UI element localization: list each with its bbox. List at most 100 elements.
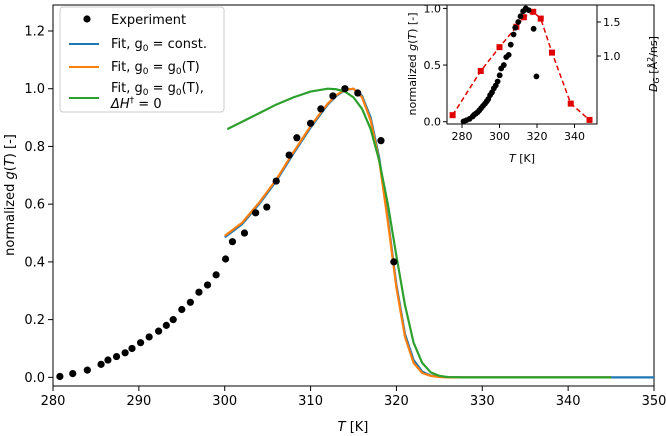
main-experiment-point <box>83 366 91 374</box>
main-experiment-point <box>390 258 398 266</box>
inset-g-point <box>505 51 512 58</box>
main-y-tick-label: 0.0 <box>24 371 45 386</box>
inset-g-point <box>496 72 503 79</box>
main-experiment-point <box>128 344 136 353</box>
inset-g-point <box>515 19 522 25</box>
main-line-fit-g0T <box>224 87 612 379</box>
main-x-tick-label: 300 <box>212 394 237 409</box>
inset-g-point <box>517 13 524 20</box>
inset-y-ticks-right: 1.0 1.5 <box>597 16 621 63</box>
inset-dg-marker <box>549 49 555 56</box>
legend: Experiment Fit, g0 = const. Fit, g0 = g0… <box>59 6 225 113</box>
legend-box <box>59 6 225 113</box>
main-x-axis-title-unit: [K] <box>346 420 369 435</box>
inset-dg-marker <box>520 14 527 21</box>
inset-g-point <box>512 24 519 31</box>
main-x-tick-label: 280 <box>41 394 66 409</box>
main-experiment-point <box>121 349 129 357</box>
inset-dg-line <box>451 10 590 121</box>
main-experiment-point <box>341 85 349 93</box>
main-experiment-point <box>69 369 77 378</box>
inset-g-point <box>507 41 514 48</box>
main-experiment-point <box>329 92 337 100</box>
main-x-tick-label: 330 <box>470 394 495 409</box>
main-x-tick-label: 340 <box>556 394 581 409</box>
inset-x-tick-label: 280 <box>452 130 473 143</box>
main-experiment-point <box>240 229 249 237</box>
inset-x-tick-label: 320 <box>527 130 548 143</box>
main-fit-lines <box>224 87 654 379</box>
main-y-tick-label: 0.2 <box>24 313 45 328</box>
main-x-ticks: 280 290 300 310 320 330 340 350 <box>41 386 666 409</box>
inset-dg-marker <box>567 100 574 107</box>
main-experiment-point <box>203 281 212 289</box>
main-y-tick-label: 1.0 <box>24 82 45 97</box>
main-y-tick-label: 1.2 <box>24 24 45 39</box>
main-x-axis-title-var: T <box>338 420 347 435</box>
inset-y-tick-label: 0.0 <box>424 116 442 129</box>
inset-y-tick-label: 1.0 <box>424 2 442 15</box>
main-experiment-point <box>306 119 315 127</box>
main-experiment-point <box>317 105 325 113</box>
main-experiment-point <box>354 89 362 97</box>
legend-fit-dH0-label-line2: ΔH† = 0 <box>110 96 162 112</box>
main-y-tick-label: 0.8 <box>24 140 45 155</box>
inset-y-right-tick-label: 1.5 <box>603 16 621 29</box>
inset-g-point <box>533 73 540 80</box>
main-line-fit-dH0 <box>226 87 612 379</box>
main-x-tick-label: 350 <box>642 394 666 409</box>
inset-dg-marker <box>496 44 503 51</box>
main-x-axis-title: T [K] <box>338 420 369 435</box>
main-experiment-point <box>104 356 112 364</box>
inset-y-axis-title-left: normalized g(T) [-] <box>406 13 419 116</box>
main-experiment-point <box>285 151 293 159</box>
main-experiment-point <box>155 327 163 335</box>
main-experiment-point <box>228 238 237 246</box>
main-experiment-point <box>169 316 177 324</box>
inset-dg-marker <box>586 116 593 123</box>
main-experiment-point <box>162 321 170 329</box>
inset-g-point <box>530 25 537 32</box>
inset-dg-marker <box>477 67 484 74</box>
legend-fit-dH0-label-line1: Fit, g0 = g0(T), <box>111 81 204 98</box>
main-experiment-point <box>221 255 230 263</box>
legend-experiment-label: Experiment <box>111 13 186 28</box>
inset-x-tick-label: 300 <box>489 130 510 143</box>
main-y-tick-label: 0.4 <box>24 255 45 270</box>
main-experiment-point <box>377 137 385 145</box>
main-experiment-point <box>186 298 194 306</box>
inset-dg-marker <box>530 8 537 15</box>
inset-dg-marker <box>537 15 544 22</box>
main-experiment-point <box>136 339 145 347</box>
inset-g-point <box>500 62 507 68</box>
inset-chart: 280 300 320 340 0.0 0.5 1.0 1.0 1.5 T [K] norm… <box>406 2 661 165</box>
inset-x-tick-label: 340 <box>564 130 585 143</box>
main-experiment-point <box>145 333 153 341</box>
main-experiment-point <box>263 203 271 211</box>
main-experiment-point <box>112 352 121 361</box>
main-experiment-point <box>293 134 301 142</box>
main-experiment-point <box>272 177 280 185</box>
inset-g-point <box>525 7 532 13</box>
inset-y-ticks-left: 0.0 0.5 1.0 <box>424 2 447 129</box>
main-experiment-point <box>97 360 105 368</box>
legend-fit-const-label: Fit, g0 = const. <box>111 37 207 54</box>
inset-x-axis-title: T [K] <box>509 152 535 165</box>
main-experiment-point <box>56 372 64 381</box>
main-y-axis-title: normalized g(T) [-] <box>3 134 18 256</box>
main-y-ticks: 0.0 0.2 0.4 0.6 0.8 1.0 1.2 <box>24 24 53 386</box>
inset-dg-marker <box>449 112 456 119</box>
inset-y-right-tick-label: 1.0 <box>603 50 621 63</box>
main-experiment-point <box>178 305 186 314</box>
main-experiment-point <box>212 271 220 279</box>
inset-g-point <box>494 78 501 85</box>
legend-experiment-marker <box>83 15 91 23</box>
inset-g-points <box>460 5 540 125</box>
main-x-tick-label: 310 <box>298 394 323 409</box>
main-y-tick-label: 0.6 <box>24 198 45 213</box>
main-experiment-point <box>252 209 260 217</box>
inset-x-ticks: 280 300 320 340 <box>452 124 585 143</box>
main-x-tick-label: 320 <box>384 394 409 409</box>
main-experiment-point <box>195 288 203 296</box>
